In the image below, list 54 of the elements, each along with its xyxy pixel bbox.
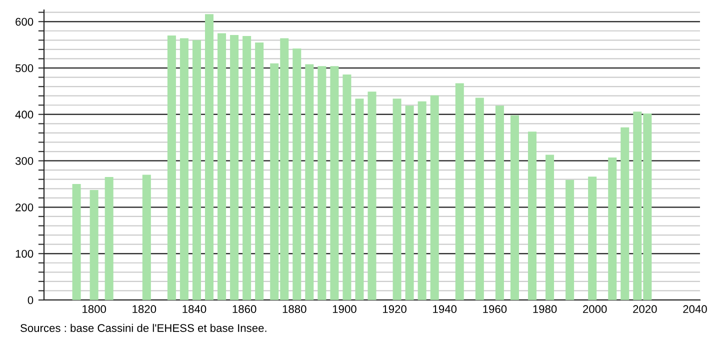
y-tick-label: 200 <box>16 203 34 212</box>
x-tick-label: 1880 <box>282 305 306 314</box>
x-tick-label: 1860 <box>232 305 256 314</box>
x-tick-label: 1900 <box>332 305 356 314</box>
x-tick-label: 2040 <box>683 305 707 314</box>
bar <box>305 64 314 300</box>
x-tick-label: 1960 <box>483 305 507 314</box>
y-tick-label: 0 <box>28 296 34 304</box>
x-tick-label: 2020 <box>633 305 657 314</box>
bar <box>142 174 151 300</box>
bar <box>90 190 98 300</box>
bar <box>255 42 264 300</box>
bar <box>405 106 414 300</box>
y-tick-label: 300 <box>15 157 34 165</box>
x-tick-label: 1920 <box>383 305 406 314</box>
bar <box>72 184 81 300</box>
x-tick-label: 1800 <box>82 305 106 314</box>
bar <box>368 92 376 300</box>
bar <box>588 176 597 300</box>
x-tick-label: 1840 <box>182 305 206 314</box>
x-tick-label: 2000 <box>583 305 607 314</box>
x-tick-label: 1940 <box>433 305 457 314</box>
bar <box>218 33 226 300</box>
bar <box>292 48 302 300</box>
bar <box>180 38 188 300</box>
bar <box>167 36 176 300</box>
bar <box>230 35 239 300</box>
bar <box>392 98 402 300</box>
bar <box>192 40 201 300</box>
bar <box>608 158 617 300</box>
bar <box>242 36 252 300</box>
x-tick-label: 1980 <box>533 305 557 314</box>
bar <box>418 101 426 300</box>
bar <box>566 180 574 300</box>
bar <box>330 66 339 300</box>
source-note: Sources : base Cassini de l'EHESS et base Insee. <box>20 324 266 332</box>
x-tick-label: 1820 <box>132 305 156 314</box>
y-tick-label: 400 <box>15 110 34 119</box>
bar <box>104 177 114 300</box>
y-tick-label: 600 <box>16 18 34 26</box>
bar <box>528 132 536 300</box>
bar <box>475 98 484 300</box>
bar <box>455 83 464 300</box>
y-tick-label: 100 <box>16 250 34 258</box>
bar <box>495 106 504 300</box>
bar <box>620 127 630 300</box>
bar <box>355 98 364 300</box>
bar <box>430 95 439 300</box>
bar <box>204 14 214 300</box>
bar <box>510 115 519 300</box>
bar <box>342 74 352 300</box>
bar <box>546 154 554 300</box>
bar <box>318 66 326 300</box>
y-tick-label: 500 <box>15 64 34 72</box>
